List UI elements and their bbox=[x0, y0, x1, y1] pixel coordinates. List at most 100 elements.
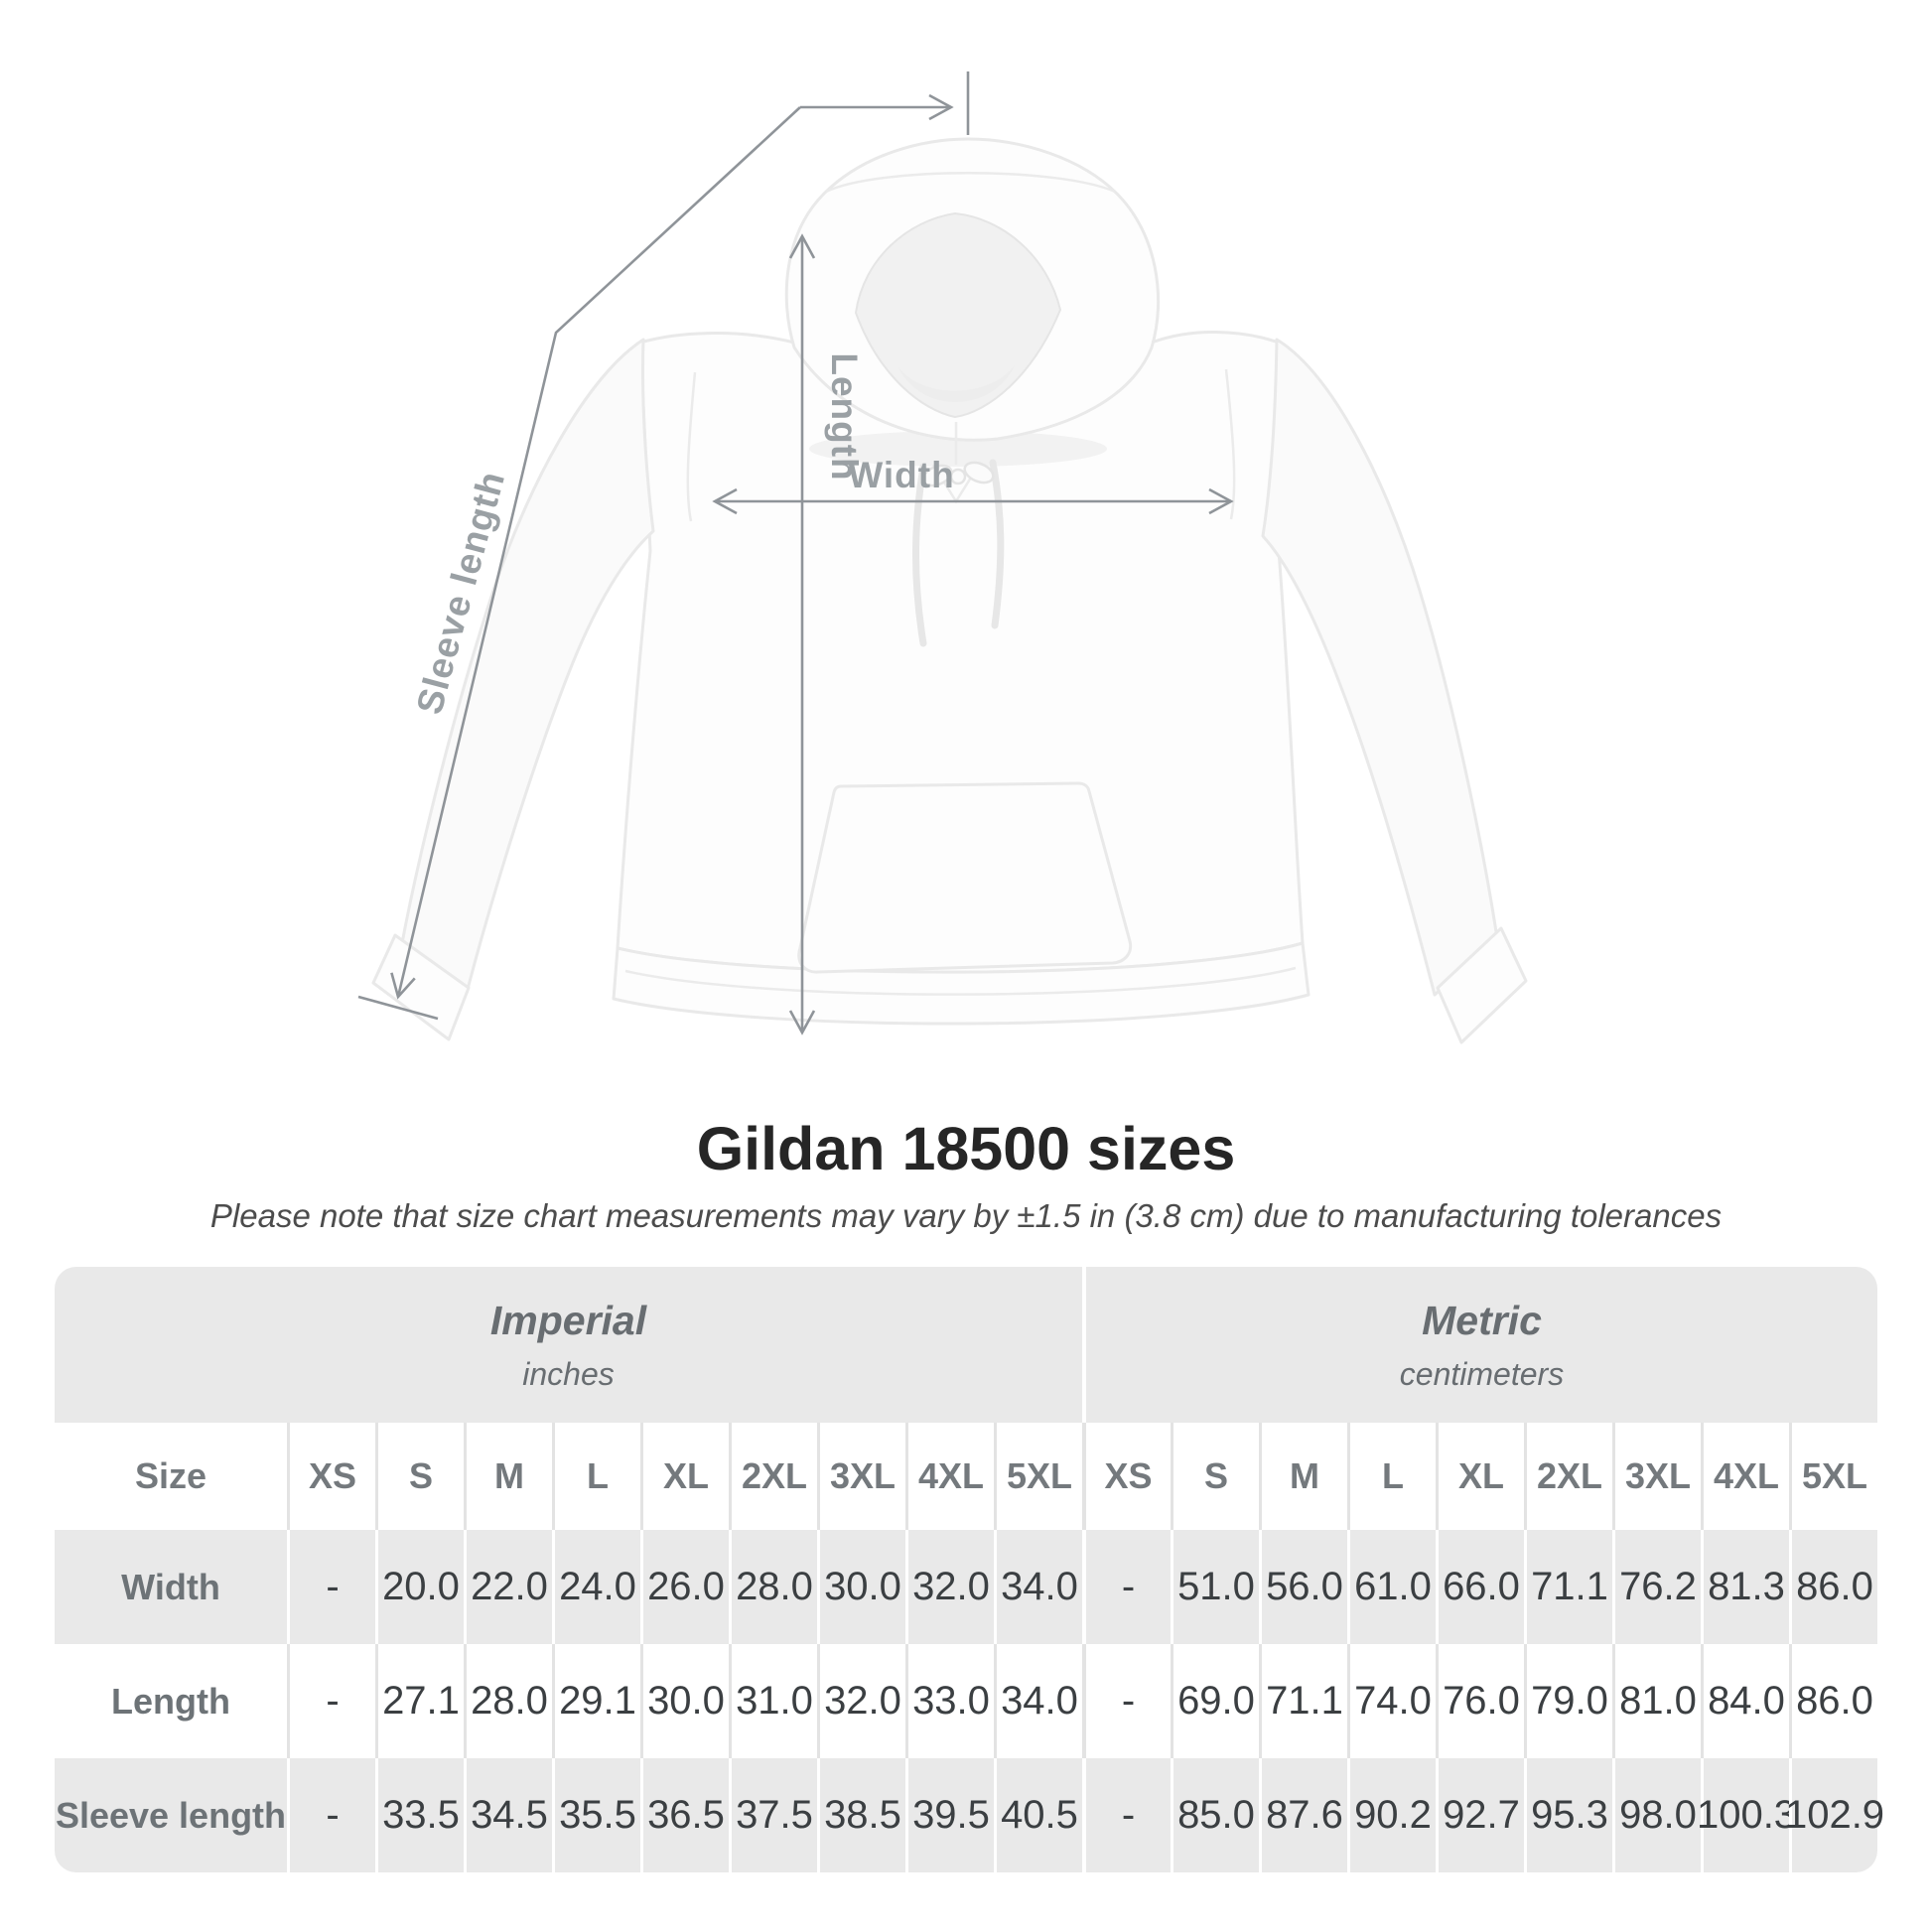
imperial-size-header-3xl: 3XL bbox=[817, 1423, 905, 1530]
sleeve-length-value-cell: 33.5 bbox=[375, 1758, 464, 1872]
length-value-cell: 34.0 bbox=[994, 1644, 1082, 1758]
metric-size-header-3xl: 3XL bbox=[1612, 1423, 1701, 1530]
imperial-unit-band: Imperial inches bbox=[55, 1267, 1082, 1423]
row-label-sleeve-length: Sleeve length bbox=[55, 1758, 287, 1872]
hoodie-right-cuff bbox=[1436, 926, 1528, 1044]
sleeve-length-value-cell: 85.0 bbox=[1171, 1758, 1259, 1872]
sleeve-length-value-cell: 98.0 bbox=[1612, 1758, 1701, 1872]
imperial-size-header-2xl: 2XL bbox=[729, 1423, 817, 1530]
length-value-cell: 79.0 bbox=[1524, 1644, 1612, 1758]
width-value-cell: 28.0 bbox=[729, 1530, 817, 1644]
length-label: Length bbox=[824, 352, 865, 481]
metric-size-header-xl: XL bbox=[1436, 1423, 1524, 1530]
width-value-cell: 81.3 bbox=[1701, 1530, 1789, 1644]
imperial-size-header-s: S bbox=[375, 1423, 464, 1530]
hoodie-drawstring-right bbox=[989, 459, 1005, 629]
sleeve-length-value-cell: 36.5 bbox=[640, 1758, 729, 1872]
sleeve-length-value-cell: 37.5 bbox=[729, 1758, 817, 1872]
imperial-size-header-xl: XL bbox=[640, 1423, 729, 1530]
metric-size-header-s: S bbox=[1171, 1423, 1259, 1530]
imperial-size-header-m: M bbox=[464, 1423, 552, 1530]
metric-unit-sub: centimeters bbox=[1399, 1355, 1565, 1392]
length-value-cell: 81.0 bbox=[1612, 1644, 1701, 1758]
hoodie-drawstring-left bbox=[912, 463, 927, 647]
width-value-cell: 24.0 bbox=[552, 1530, 640, 1644]
metric-size-header-4xl: 4XL bbox=[1701, 1423, 1789, 1530]
metric-size-header-xs: XS bbox=[1082, 1423, 1171, 1530]
width-value-cell: 61.0 bbox=[1347, 1530, 1436, 1644]
length-value-cell: 69.0 bbox=[1171, 1644, 1259, 1758]
width-value-cell: 76.2 bbox=[1612, 1530, 1701, 1644]
length-value-cell: 27.1 bbox=[375, 1644, 464, 1758]
length-value-cell: - bbox=[1082, 1644, 1171, 1758]
imperial-size-header-5xl: 5XL bbox=[994, 1423, 1082, 1530]
hoodie-left-sleeve bbox=[400, 338, 655, 995]
width-value-cell: 86.0 bbox=[1789, 1530, 1877, 1644]
hoodie-left-cuff bbox=[371, 933, 471, 1041]
width-value-cell: 56.0 bbox=[1259, 1530, 1347, 1644]
sleeve-length-value-cell: 92.7 bbox=[1436, 1758, 1524, 1872]
hoodie-right-sleeve bbox=[1261, 338, 1499, 997]
width-value-cell: 20.0 bbox=[375, 1530, 464, 1644]
width-value-cell: 26.0 bbox=[640, 1530, 729, 1644]
width-value-cell: 30.0 bbox=[817, 1530, 905, 1644]
width-label: Width bbox=[848, 455, 954, 495]
sleeve-length-value-cell: 100.3 bbox=[1697, 1758, 1796, 1872]
length-value-cell: 76.0 bbox=[1436, 1644, 1524, 1758]
metric-size-header-2xl: 2XL bbox=[1524, 1423, 1612, 1530]
width-value-cell: 32.0 bbox=[905, 1530, 994, 1644]
sleeve-length-value-cell: 87.6 bbox=[1259, 1758, 1347, 1872]
tolerance-note: Please note that size chart measurements… bbox=[209, 1197, 1723, 1234]
row-label-width: Width bbox=[55, 1530, 287, 1644]
imperial-unit-name: Imperial bbox=[489, 1297, 647, 1343]
sleeve-length-value-cell: 95.3 bbox=[1524, 1758, 1612, 1872]
sleeve-length-value-cell: 40.5 bbox=[994, 1758, 1082, 1872]
metric-size-header-l: L bbox=[1347, 1423, 1436, 1530]
length-value-cell: 32.0 bbox=[817, 1644, 905, 1758]
sleeve-length-value-cell: 39.5 bbox=[905, 1758, 994, 1872]
imperial-unit-sub: inches bbox=[522, 1355, 615, 1392]
sleeve-length-value-cell: 90.2 bbox=[1347, 1758, 1436, 1872]
sleeve-length-value-cell: 102.9 bbox=[1785, 1758, 1884, 1872]
length-value-cell: 74.0 bbox=[1347, 1644, 1436, 1758]
metric-size-header-5xl: 5XL bbox=[1789, 1423, 1877, 1530]
hoodie-hood-opening bbox=[854, 211, 1062, 419]
sleeve-length-value-cell: 38.5 bbox=[817, 1758, 905, 1872]
sleeve-length-value-cell: - bbox=[287, 1758, 375, 1872]
length-value-cell: 86.0 bbox=[1789, 1644, 1877, 1758]
length-value-cell: - bbox=[287, 1644, 375, 1758]
heading: Gildan 18500 sizes Please note that size… bbox=[0, 1119, 1932, 1235]
page-title: Gildan 18500 sizes bbox=[696, 1115, 1236, 1182]
width-value-cell: - bbox=[287, 1530, 375, 1644]
length-value-cell: 29.1 bbox=[552, 1644, 640, 1758]
length-value-cell: 84.0 bbox=[1701, 1644, 1789, 1758]
hoodie-measurement-diagram: Sleeve length Length Width bbox=[357, 71, 1528, 1044]
width-value-cell: 51.0 bbox=[1171, 1530, 1259, 1644]
sleeve-length-cuff-tick bbox=[357, 995, 439, 1021]
length-value-cell: 33.0 bbox=[905, 1644, 994, 1758]
imperial-size-header-l: L bbox=[552, 1423, 640, 1530]
size-corner-header: Size bbox=[55, 1423, 287, 1530]
sleeve-length-value-cell: 35.5 bbox=[552, 1758, 640, 1872]
width-value-cell: 34.0 bbox=[994, 1530, 1082, 1644]
sleeve-length-line bbox=[390, 106, 801, 1000]
metric-unit-name: Metric bbox=[1422, 1297, 1542, 1343]
sleeve-length-value-cell: 34.5 bbox=[464, 1758, 552, 1872]
hoodie-pocket bbox=[797, 781, 1133, 974]
length-value-cell: 28.0 bbox=[464, 1644, 552, 1758]
width-value-cell: 71.1 bbox=[1524, 1530, 1612, 1644]
width-value-cell: 66.0 bbox=[1436, 1530, 1524, 1644]
imperial-size-header-xs: XS bbox=[287, 1423, 375, 1530]
hoodie-image bbox=[371, 137, 1528, 1044]
width-value-cell: - bbox=[1082, 1530, 1171, 1644]
width-value-cell: 22.0 bbox=[464, 1530, 552, 1644]
size-chart-grid: Imperial inches Metric centimeters Size X… bbox=[55, 1267, 1884, 1872]
length-value-cell: 30.0 bbox=[640, 1644, 729, 1758]
imperial-size-header-4xl: 4XL bbox=[905, 1423, 994, 1530]
metric-unit-band: Metric centimeters bbox=[1082, 1267, 1877, 1423]
sleeve-length-value-cell: - bbox=[1082, 1758, 1171, 1872]
metric-size-header-m: M bbox=[1259, 1423, 1347, 1530]
length-value-cell: 31.0 bbox=[729, 1644, 817, 1758]
row-label-length: Length bbox=[55, 1644, 287, 1758]
